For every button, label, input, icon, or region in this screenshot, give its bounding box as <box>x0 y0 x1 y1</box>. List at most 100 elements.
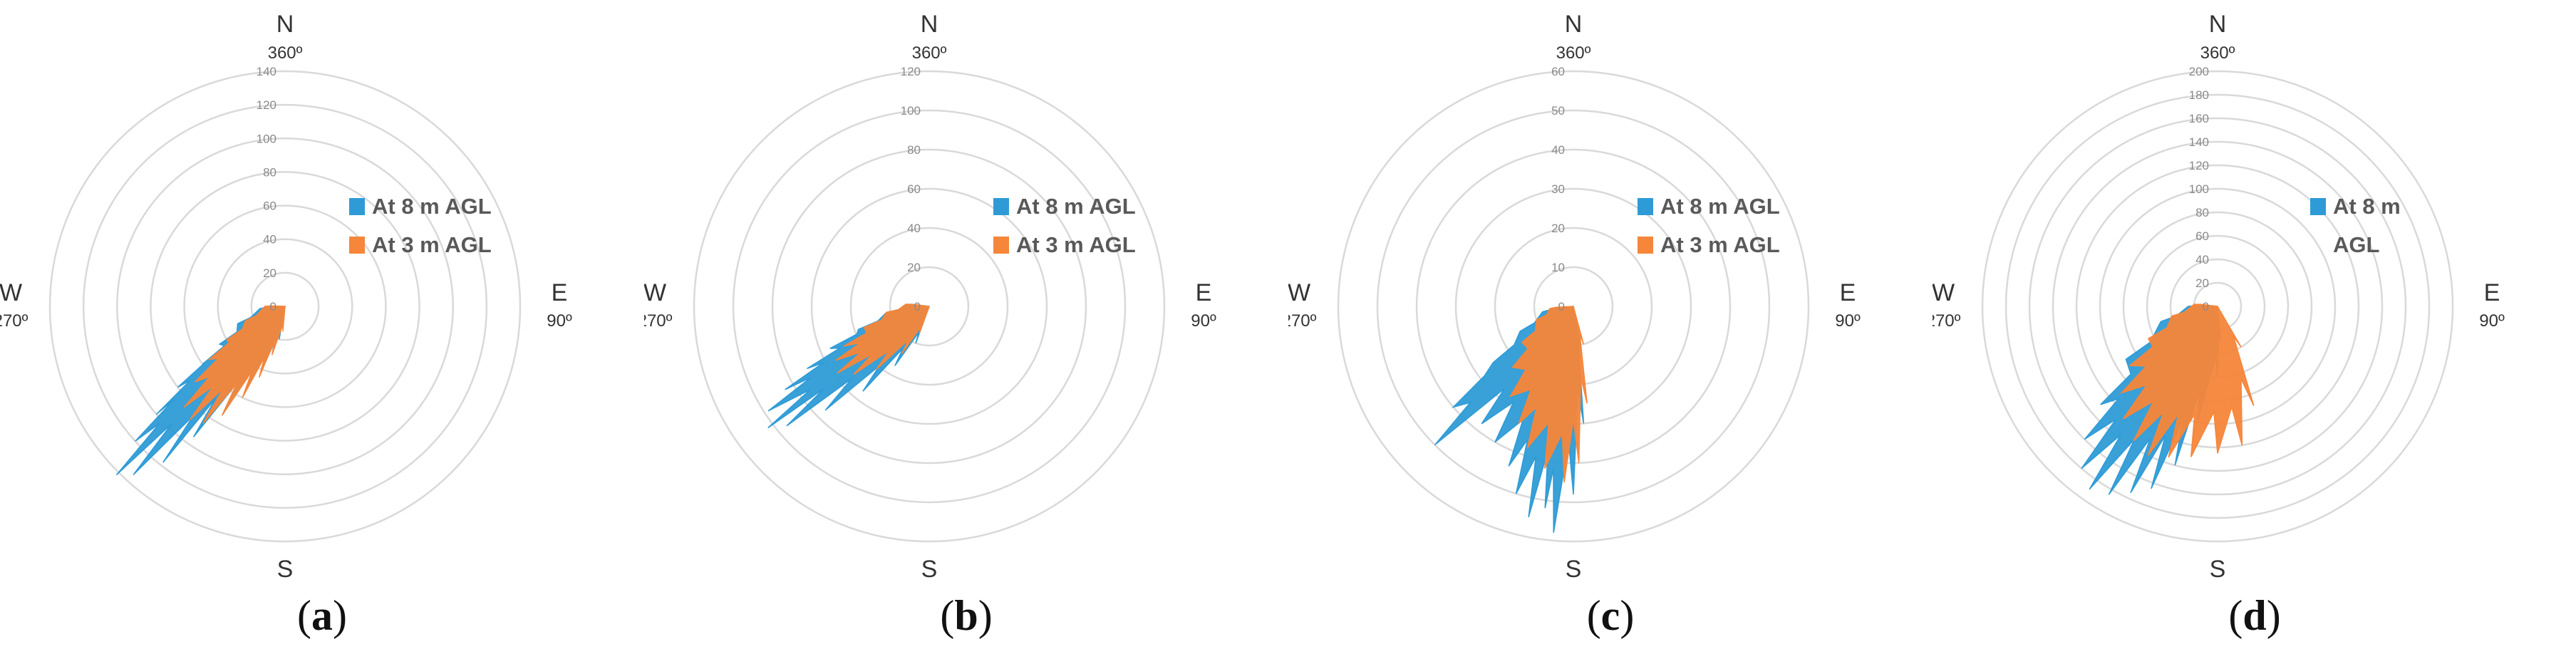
grid-ring <box>217 238 353 375</box>
legend-swatch <box>349 237 365 254</box>
radial-tick-label: 140 <box>257 65 276 78</box>
radial-tick-label: 200 <box>2189 65 2209 78</box>
radial-tick-label: 40 <box>2195 253 2209 266</box>
legend-label: At 8 m AGL <box>1660 194 1780 219</box>
radial-tick-label: 60 <box>263 199 276 213</box>
radial-tick-label: 60 <box>1551 65 1565 78</box>
grid-ring <box>150 171 420 442</box>
radial-tick-label: 0 <box>1558 300 1565 313</box>
direction-degree-n: 360º <box>268 43 303 63</box>
direction-label-w: W <box>0 279 22 306</box>
grid-ring <box>771 148 1087 465</box>
direction-label-n: N <box>2209 11 2227 38</box>
direction-label-n: N <box>1565 11 1583 38</box>
radial-tick-label: 40 <box>1551 143 1565 157</box>
radial-tick-label: 160 <box>2189 112 2209 125</box>
grid-ring <box>82 103 488 509</box>
direction-label-s: S <box>921 556 938 583</box>
direction-label-s: S <box>2210 556 2226 583</box>
series-area-orange <box>1509 306 1588 483</box>
radial-tick-label: 120 <box>901 65 921 78</box>
radial-tick-label: 100 <box>901 104 921 118</box>
direction-degree-n: 360º <box>912 43 947 63</box>
direction-label-e: E <box>1840 279 1856 306</box>
radial-tick-label: 80 <box>263 165 276 179</box>
radial-tick-label: 20 <box>263 266 276 280</box>
radial-tick-label: 20 <box>2195 276 2209 290</box>
chart-panel-b: 020406080100120N360ºE90ºS180ºW270ºAt 8 m… <box>644 0 1288 664</box>
direction-degree-e: 90º <box>547 311 572 331</box>
grid-ring <box>48 70 522 543</box>
direction-label-e: E <box>1196 279 1212 306</box>
legend-label: At 3 m AGL <box>1016 232 1136 257</box>
legend-label: At 8 m <box>2333 194 2401 219</box>
radial-tick-label: 20 <box>1551 222 1565 235</box>
chart-panel-c: 0102030405060N360ºE90ºS180ºW270ºAt 8 m A… <box>1288 0 1933 664</box>
series-area-orange <box>183 305 286 424</box>
direction-label-w: W <box>1933 279 1955 306</box>
radial-tick-label: 60 <box>907 182 921 196</box>
direction-label-w: W <box>644 279 666 306</box>
legend-swatch <box>1638 198 1653 215</box>
direction-degree-w: 270º <box>1933 311 1961 331</box>
legend-label: AGL <box>2333 232 2379 257</box>
panel-caption-a: (a) <box>297 592 347 639</box>
direction-degree-w: 270º <box>644 311 673 331</box>
radial-tick-label: 30 <box>1551 182 1565 196</box>
radial-tick-label: 0 <box>270 300 276 313</box>
radial-tick-label: 0 <box>2203 300 2209 313</box>
direction-degree-e: 90º <box>2479 311 2505 331</box>
radar-chart-b: 020406080100120N360ºE90ºS180ºW270ºAt 8 m… <box>644 11 1216 583</box>
grid-ring <box>116 138 454 475</box>
radial-tick-label: 20 <box>907 261 921 274</box>
grid-ring <box>2052 140 2384 472</box>
legend-swatch <box>993 198 1009 215</box>
direction-degree-e: 90º <box>1835 311 1861 331</box>
direction-label-w: W <box>1288 279 1310 306</box>
radial-tick-label: 40 <box>263 233 276 247</box>
direction-degree-n: 360º <box>2200 43 2235 63</box>
radial-tick-label: 60 <box>2195 229 2209 243</box>
panel-caption-d: (d) <box>2228 592 2281 639</box>
direction-degree-w: 270º <box>0 311 29 331</box>
grid-ring <box>810 187 1048 425</box>
direction-label-e: E <box>552 279 568 306</box>
grid-ring <box>2005 93 2431 519</box>
legend-swatch <box>2310 198 2326 215</box>
chart-panel-a: 020406080100120140N360ºE90ºS180ºW270ºAt … <box>0 0 644 664</box>
panel-caption-c: (c) <box>1586 592 1635 639</box>
radar-chart-d: 020406080100120140160180200N360ºE90ºS180… <box>1933 11 2505 583</box>
radial-tick-label: 100 <box>257 132 276 145</box>
grid-ring <box>250 271 320 341</box>
radial-tick-label: 50 <box>1551 104 1565 118</box>
grid-ring <box>889 266 970 347</box>
legend-label: At 3 m AGL <box>1660 232 1780 257</box>
grid-ring <box>732 109 1127 504</box>
direction-degree-e: 90º <box>1191 311 1216 331</box>
direction-label-s: S <box>277 556 294 583</box>
radial-tick-label: 140 <box>2189 135 2209 149</box>
radar-chart-c: 0102030405060N360ºE90ºS180ºW270ºAt 8 m A… <box>1288 11 1861 583</box>
direction-degree-n: 360º <box>1556 43 1591 63</box>
grid-ring <box>693 70 1166 543</box>
grid-ring <box>1376 109 1771 504</box>
radial-tick-label: 80 <box>907 143 921 157</box>
radial-tick-label: 180 <box>2189 88 2209 102</box>
legend-swatch <box>349 198 365 215</box>
series-area-orange <box>835 304 931 375</box>
grid-ring <box>1981 70 2454 543</box>
direction-degree-w: 270º <box>1288 311 1317 331</box>
radial-tick-label: 120 <box>2189 159 2209 172</box>
direction-label-n: N <box>276 11 294 38</box>
grid-ring <box>183 204 387 408</box>
chart-panel-d: 020406080100120140160180200N360ºE90ºS180… <box>1933 0 2576 664</box>
radial-tick-label: 10 <box>1551 261 1565 274</box>
radial-tick-label: 80 <box>2195 206 2209 219</box>
radial-tick-label: 40 <box>907 222 921 235</box>
panel-caption-b: (b) <box>940 592 993 639</box>
grid-ring <box>2028 117 2407 496</box>
legend-label: At 8 m AGL <box>1016 194 1136 219</box>
legend-swatch <box>993 237 1009 254</box>
direction-label-n: N <box>921 11 938 38</box>
direction-label-e: E <box>2484 279 2500 306</box>
